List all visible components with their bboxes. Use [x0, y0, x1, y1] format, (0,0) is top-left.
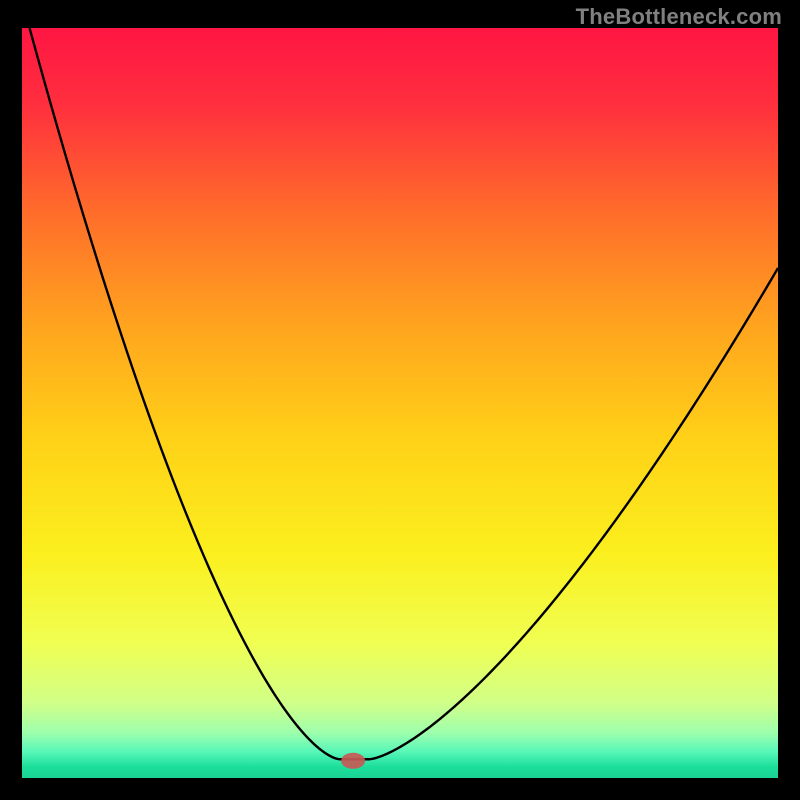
watermark-text: TheBottleneck.com: [576, 4, 782, 30]
bottleneck-curve-chart: [22, 28, 778, 778]
plot-area: [22, 28, 778, 778]
chart-frame: TheBottleneck.com: [0, 0, 800, 800]
gradient-background: [22, 28, 778, 778]
optimal-point-marker: [341, 753, 365, 769]
